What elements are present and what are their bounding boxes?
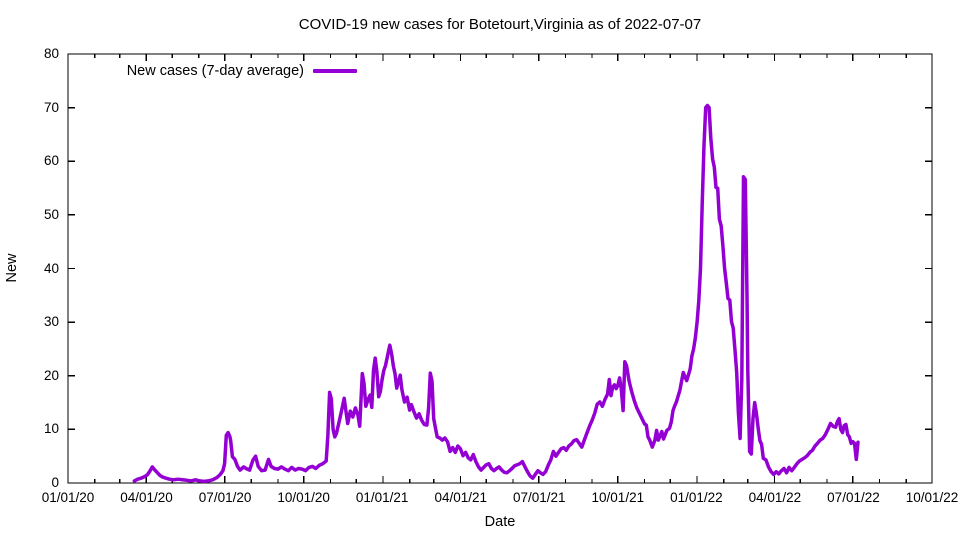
x-tick-label: 01/01/22	[670, 490, 723, 505]
x-tick-label: 04/01/22	[748, 490, 802, 505]
y-tick-label: 30	[43, 314, 59, 330]
x-tick-label: 04/01/20	[120, 490, 173, 505]
legend-label: New cases (7-day average)	[126, 63, 304, 79]
x-tick-label: 01/01/21	[355, 490, 409, 505]
legend: New cases (7-day average)	[68, 62, 357, 80]
y-tick-label: 70	[43, 99, 59, 115]
y-tick-label: 0	[51, 475, 59, 490]
plot-frame	[67, 53, 933, 484]
legend-line-sample-icon	[313, 69, 357, 73]
x-tick-label: 07/01/21	[512, 490, 566, 505]
x-tick-label: 10/01/22	[905, 490, 959, 505]
y-tick-label: 20	[43, 367, 59, 383]
y-tick-label: 60	[43, 153, 59, 169]
x-tick-label: 04/01/21	[434, 490, 487, 505]
axis-tick-marks	[67, 53, 933, 484]
y-tick-label: 40	[43, 260, 59, 276]
chart-title: COVID-19 new cases for Botetourt,Virgini…	[298, 16, 702, 33]
y-tick-label: 50	[43, 206, 59, 222]
x-tick-label: 07/01/20	[198, 490, 252, 505]
x-tick-label: 07/01/22	[827, 490, 880, 505]
x-tick-label: 10/01/21	[591, 490, 645, 505]
y-tick-label: 10	[43, 421, 59, 437]
series-line	[132, 103, 860, 484]
x-tick-label: 01/01/20	[41, 490, 95, 505]
x-axis-label: Date	[484, 514, 516, 530]
y-tick-label: 80	[43, 46, 59, 61]
x-tick-label: 10/01/20	[277, 490, 330, 505]
